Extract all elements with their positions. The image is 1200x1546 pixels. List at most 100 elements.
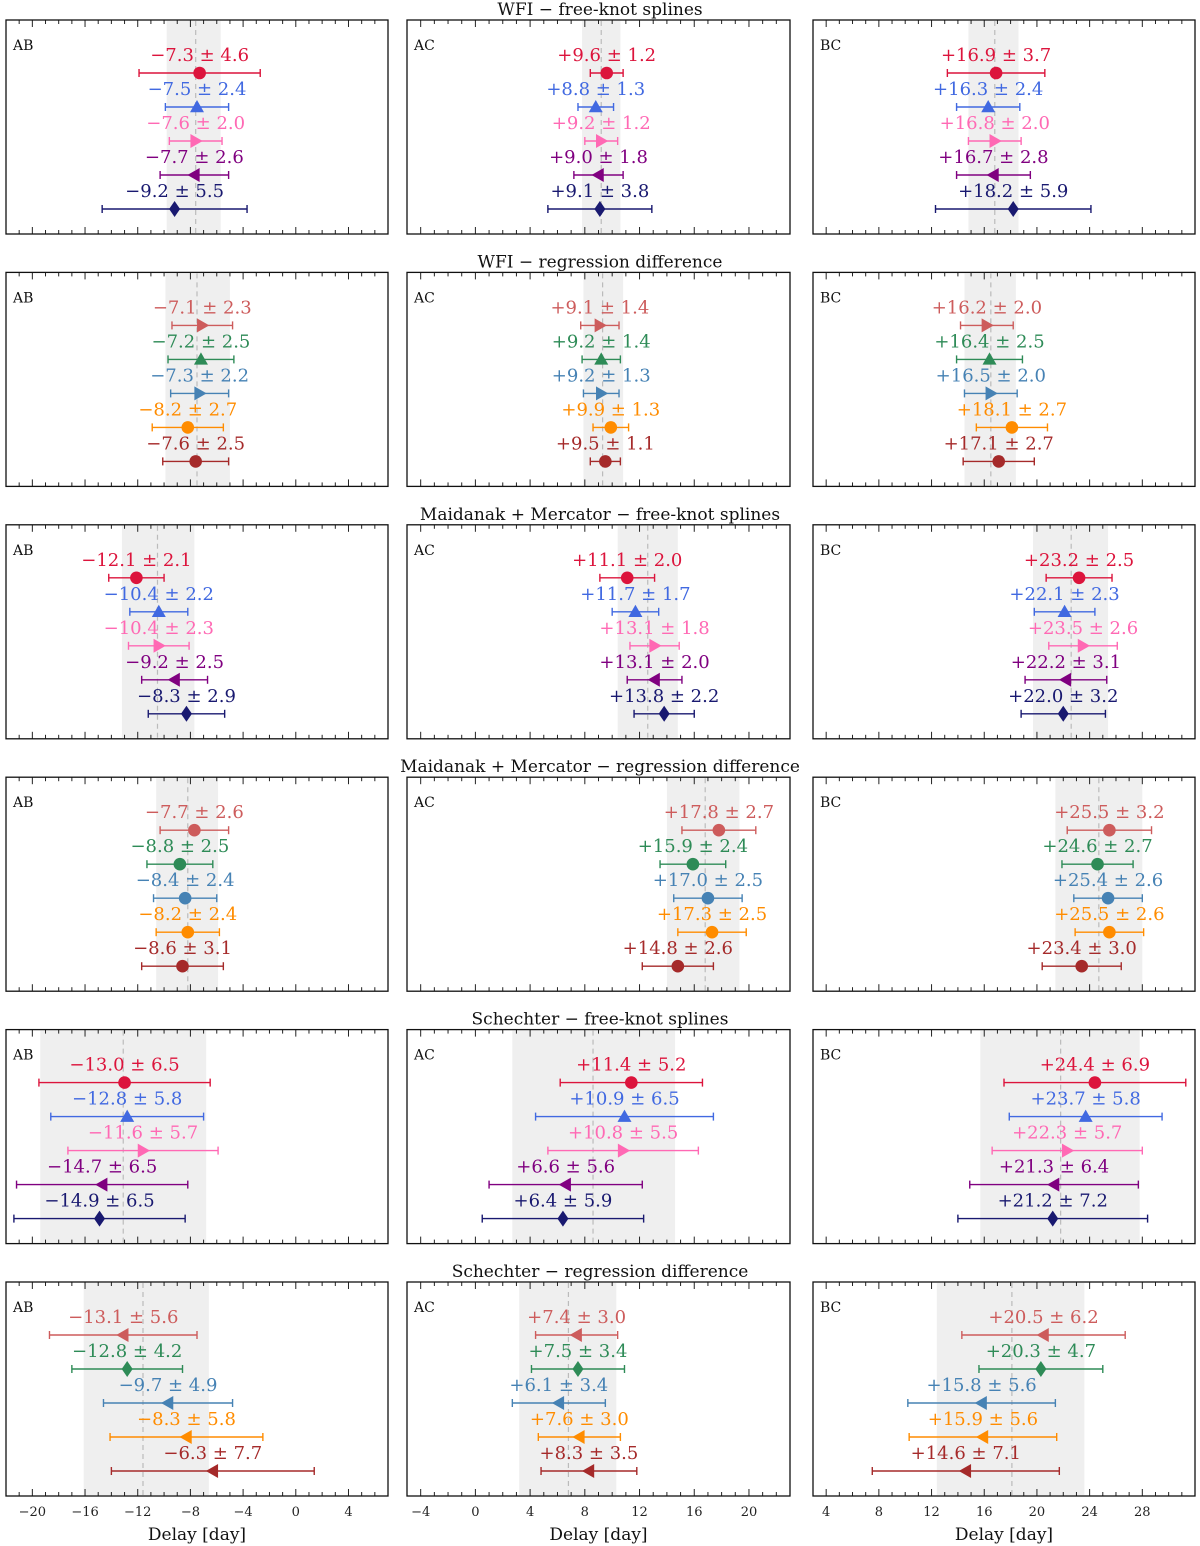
marker-triangle-up [193, 352, 208, 365]
x-tick-label: 20 [1029, 1505, 1046, 1520]
panel-label: AB [12, 38, 33, 54]
estimate: +11.4 ± 5.2 [559, 1055, 704, 1089]
estimate-label: +9.2 ± 1.4 [552, 331, 651, 352]
estimate-label: −14.9 ± 6.5 [44, 1191, 154, 1212]
estimate: +16.2 ± 2.0 [932, 297, 1042, 333]
marker-triangle-left [187, 168, 200, 182]
marker-diamond [94, 1210, 106, 1227]
marker-triangle-right [1061, 1143, 1075, 1158]
estimate-label: +14.8 ± 2.6 [623, 938, 733, 959]
estimate: +7.5 ± 3.4 [529, 1341, 627, 1377]
estimate-label: +6.4 ± 5.9 [514, 1191, 613, 1212]
panel-ac: AC +7.4 ± 3.0 +7.5 ± 3.4 +6.1 ± 3.4 +7.6 ± 3… [406, 1281, 791, 1545]
estimate-label: +23.4 ± 3.0 [1027, 938, 1137, 959]
estimate: −10.4 ± 2.2 [104, 584, 214, 618]
panel-label: BC [820, 38, 841, 54]
estimate-label: +6.1 ± 3.4 [509, 1375, 608, 1396]
estimate: +21.2 ± 7.2 [957, 1191, 1149, 1227]
panel-label: AC [413, 38, 435, 54]
x-tick-label: 16 [686, 1505, 703, 1520]
estimate: −7.5 ± 2.4 [148, 79, 246, 113]
estimate: +10.8 ± 5.5 [547, 1123, 700, 1158]
estimate-label: +13.1 ± 2.0 [599, 652, 709, 673]
estimate: +6.1 ± 3.4 [509, 1375, 608, 1410]
combined-band [83, 1283, 209, 1495]
estimate-label: +15.8 ± 5.6 [926, 1375, 1036, 1396]
x-axis-label: Delay [day] [549, 1525, 647, 1545]
combined-band [582, 21, 621, 233]
marker-circle [705, 925, 719, 939]
combined-band [519, 1283, 617, 1495]
marker-diamond [1007, 201, 1019, 217]
panel-ab: AB −12.1 ± 2.1 −10.4 ± 2.2 −10.4 ± 2.3 −9.2 … [5, 524, 389, 740]
marker-circle [193, 66, 206, 80]
marker-circle [1088, 1076, 1102, 1089]
estimate: +7.4 ± 3.0 [527, 1307, 626, 1342]
marker-triangle-left [1047, 1177, 1060, 1192]
estimate: +16.5 ± 2.0 [936, 365, 1046, 401]
panel-frame [406, 271, 791, 488]
estimate-label: −7.6 ± 2.5 [146, 433, 245, 454]
marker-triangle-right [989, 134, 1002, 148]
marker-triangle-up [982, 352, 997, 365]
estimate-label: −7.6 ± 2.0 [146, 113, 245, 134]
estimate-label: +10.9 ± 6.5 [569, 1089, 679, 1110]
estimate-label: +22.2 ± 3.1 [1011, 652, 1121, 673]
panel-label: AB [12, 543, 33, 559]
estimate: +16.7 ± 2.8 [938, 147, 1049, 182]
estimate: +25.5 ± 3.2 [1054, 802, 1165, 837]
estimate-label: +9.2 ± 1.3 [552, 365, 651, 386]
estimate: −6.3 ± 7.7 [110, 1443, 315, 1478]
estimate: −7.7 ± 2.6 [145, 147, 244, 182]
estimate: −7.1 ± 2.3 [153, 297, 252, 333]
estimate: −14.7 ± 6.5 [15, 1157, 189, 1192]
figure-row: Maidanak + Mercator − regression differe… [5, 757, 1196, 992]
estimate: +8.8 ± 1.3 [546, 79, 645, 113]
marker-circle [1101, 891, 1115, 905]
panel-frame [406, 1281, 791, 1497]
estimate: +9.1 ± 1.4 [550, 297, 649, 333]
panel-frame [812, 271, 1196, 488]
estimate-label: −12.8 ± 4.2 [72, 1341, 182, 1362]
panel-frame [5, 1281, 389, 1497]
panel-ac: AC +11.1 ± 2.0 +11.7 ± 1.7 +13.1 ± 1.8 +13.1… [406, 524, 791, 740]
x-tick-label: −4 [234, 1505, 253, 1520]
estimate-label: −8.3 ± 5.8 [137, 1409, 236, 1430]
estimate-label: +15.9 ± 2.4 [638, 836, 748, 857]
panel-frame [812, 1281, 1196, 1497]
estimate-label: +6.6 ± 5.6 [516, 1157, 615, 1178]
marker-circle [604, 421, 618, 434]
panel-frame [5, 19, 389, 235]
estimate-label: +21.2 ± 7.2 [998, 1191, 1108, 1212]
marker-circle [989, 66, 1003, 80]
estimate: +6.4 ± 5.9 [481, 1191, 645, 1227]
marker-diamond [1047, 1210, 1059, 1227]
marker-circle [625, 1076, 638, 1089]
estimate-label: +17.1 ± 2.7 [944, 433, 1054, 454]
marker-triangle-up [588, 100, 603, 113]
estimate-label: +21.3 ± 6.4 [999, 1157, 1109, 1178]
panel-frame [5, 524, 389, 740]
estimate: +21.3 ± 6.4 [969, 1157, 1140, 1192]
estimate-label: −11.6 ± 5.7 [88, 1123, 198, 1144]
marker-triangle-right [617, 1143, 631, 1158]
estimate-label: +16.2 ± 2.0 [932, 297, 1042, 318]
marker-triangle-left [179, 1430, 192, 1444]
estimate: +25.5 ± 2.6 [1054, 904, 1165, 939]
estimate: −8.2 ± 2.4 [138, 904, 237, 939]
x-axis-label: Delay [day] [955, 1525, 1053, 1545]
estimate-label: +9.0 ± 1.8 [549, 147, 648, 168]
estimate: −7.6 ± 2.0 [146, 113, 245, 148]
panel-label: AC [413, 290, 435, 306]
combined-band [583, 273, 624, 486]
estimate-label: −7.7 ± 2.6 [145, 147, 244, 168]
marker-circle [671, 959, 685, 973]
x-tick-label: −4 [411, 1505, 430, 1520]
marker-circle [176, 959, 189, 973]
estimate-label: +15.9 ± 5.6 [928, 1409, 1038, 1430]
panel-frame [812, 1028, 1196, 1245]
estimate: −9.2 ± 2.5 [125, 652, 224, 687]
marker-triangle-left [167, 672, 180, 687]
marker-diamond [557, 1210, 569, 1227]
